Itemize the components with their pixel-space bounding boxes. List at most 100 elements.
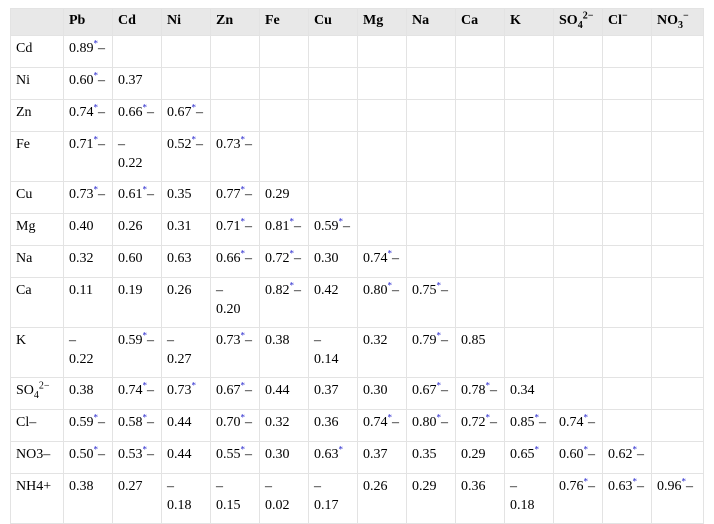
- table-cell: 0.26: [112, 213, 162, 246]
- table-cell: 0.60*–: [63, 67, 113, 100]
- cell-value: 0.44: [265, 383, 290, 398]
- cell-value: 0.42: [314, 283, 339, 298]
- table-cell: – 0.18: [504, 473, 554, 524]
- table-cell: 0.32: [259, 409, 309, 442]
- table-cell: 0.31: [161, 213, 211, 246]
- table-cell: [651, 409, 704, 442]
- significance-marker: *: [191, 102, 197, 113]
- table-cell: [553, 245, 603, 278]
- cell-value: 0.53: [118, 447, 143, 462]
- cell-value: 0.20: [216, 302, 241, 317]
- trailing-dash: –: [98, 41, 105, 56]
- table-cell: [161, 35, 211, 68]
- row-header: Fe: [10, 131, 64, 182]
- significance-marker: *: [632, 476, 638, 487]
- cell-value: 0.55: [216, 447, 241, 462]
- table-cell: 0.38: [63, 377, 113, 410]
- significance-marker: *: [191, 380, 197, 391]
- cell-value: 0.32: [69, 251, 94, 266]
- table-cell: 0.74*–: [553, 409, 603, 442]
- correlation-table: Pb Cd Ni Zn Fe Cu Mg Na Ca K SO42− Cl− NO3− Cd 0.89*–…: [10, 8, 704, 524]
- trailing-dash: –: [196, 105, 203, 120]
- table-cell: 0.63*–: [602, 473, 652, 524]
- table-cell: [504, 327, 554, 378]
- table-cell: [308, 99, 358, 132]
- significance-marker: *: [93, 444, 99, 455]
- significance-marker: *: [142, 184, 148, 195]
- row-header: Cl–: [10, 409, 64, 442]
- table-cell: 0.67*–: [161, 99, 211, 132]
- trailing-dash: –: [196, 137, 203, 152]
- table-cell: 0.26: [161, 277, 211, 328]
- row-header: Cu: [10, 181, 64, 214]
- row-header: SO42−: [10, 377, 64, 410]
- column-header-5: Fe: [259, 8, 309, 36]
- significance-marker: *: [436, 412, 442, 423]
- table-cell: [651, 67, 704, 100]
- table-cell: – 0.14: [308, 327, 358, 378]
- cell-value: 0.76: [559, 479, 584, 494]
- cell-value: 0.19: [118, 283, 143, 298]
- cell-value: 0.36: [314, 415, 339, 430]
- table-cell: 0.71*–: [210, 213, 260, 246]
- table-cell: 0.63*: [308, 441, 358, 474]
- cell-value: 0.44: [167, 415, 192, 430]
- cell-value: 0.96: [657, 479, 682, 494]
- table-cell: 0.81*–: [259, 213, 309, 246]
- cell-value: 0.82: [265, 283, 290, 298]
- table-cell: [602, 67, 652, 100]
- significance-marker: *: [436, 380, 442, 391]
- column-header-6: Cu: [308, 8, 358, 36]
- table-cell: [161, 67, 211, 100]
- cell-value: –: [510, 479, 517, 494]
- table-cell: 0.42: [308, 277, 358, 328]
- significance-marker: *: [289, 216, 295, 227]
- cell-value: 0.29: [412, 479, 437, 494]
- table-row: Ca 0.11 0.19 0.26–0.20 0.82*– 0.42 0.80*– 0.75*…: [10, 277, 704, 328]
- table-cell: [357, 67, 407, 100]
- significance-marker: *: [338, 444, 344, 455]
- trailing-dash: –: [245, 383, 252, 398]
- table-cell: [504, 131, 554, 182]
- cell-value: 0.79: [412, 333, 437, 348]
- table-cell: [651, 99, 704, 132]
- cell-value: 0.70: [216, 415, 241, 430]
- table-cell: 0.29: [259, 181, 309, 214]
- significance-marker: *: [93, 184, 99, 195]
- cell-value: 0.36: [461, 479, 486, 494]
- table-cell: [308, 35, 358, 68]
- table-cell: – 0.15: [210, 473, 260, 524]
- table-row: NH4+ 0.38 0.27 – 0.18 – 0.15 – 0.02 – 0.17 0.26 0.29…: [10, 473, 704, 524]
- trailing-dash: –: [98, 137, 105, 152]
- table-row: SO42− 0.38 0.74*– 0.73* 0.67*– 0.44 0.37 0.30 0.…: [10, 377, 704, 410]
- table-cell: [602, 327, 652, 378]
- cell-value: –: [118, 137, 125, 152]
- trailing-dash: –: [245, 415, 252, 430]
- row-header: K: [10, 327, 64, 378]
- table-cell: [651, 327, 704, 378]
- table-cell: 0.76*–: [553, 473, 603, 524]
- table-cell: 0.78*–: [455, 377, 505, 410]
- trailing-dash: –: [245, 219, 252, 234]
- table-cell: [504, 277, 554, 328]
- cell-value: 0.73: [69, 187, 94, 202]
- cell-value: 0.67: [167, 105, 192, 120]
- table-cell: 0.73*–: [210, 131, 260, 182]
- trailing-dash: –: [490, 415, 497, 430]
- table-row: Cu 0.73*– 0.61*– 0.35 0.77*– 0.29: [10, 181, 704, 214]
- table-cell: 0.75*–: [406, 277, 456, 328]
- column-header-2: Cd: [112, 8, 162, 36]
- cell-value: 0.31: [167, 219, 192, 234]
- trailing-dash: –: [392, 251, 399, 266]
- trailing-dash: –: [147, 187, 154, 202]
- cell-value: 0.40: [69, 219, 94, 234]
- trailing-dash: –: [245, 333, 252, 348]
- table-cell: [259, 67, 309, 100]
- cell-value: 0.18: [510, 498, 535, 513]
- table-cell: 0.67*–: [210, 377, 260, 410]
- cell-value: 0.63: [167, 251, 192, 266]
- table-cell: [651, 213, 704, 246]
- table-cell: [406, 99, 456, 132]
- cell-value: 0.29: [265, 187, 290, 202]
